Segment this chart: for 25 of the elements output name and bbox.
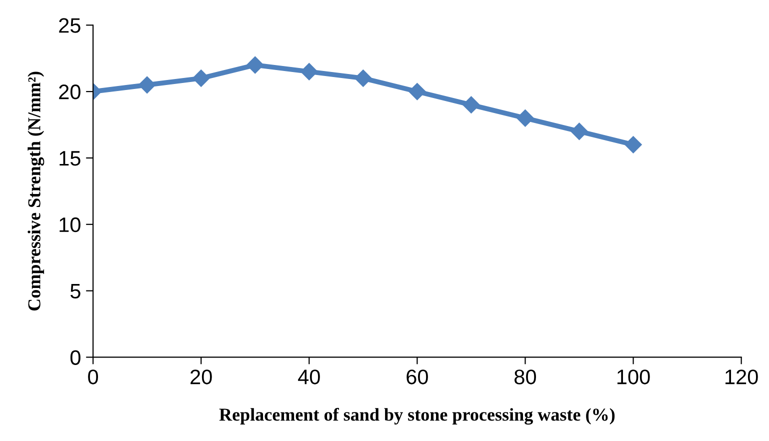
point — [516, 110, 534, 127]
x-axis-title: Replacement of sand by stone processing waste (%) — [219, 408, 615, 425]
x-tick-label: 100 — [617, 370, 650, 384]
x-tick-label: 80 — [514, 370, 536, 384]
point — [300, 63, 318, 80]
x-tick-label: 60 — [406, 370, 428, 384]
y-axis-title: Compressive Strength (N/mm²) — [28, 72, 44, 311]
y-tick-label: 10 — [60, 217, 80, 232]
x-tick-label: 20 — [190, 370, 212, 384]
y-tick-label: 15 — [60, 151, 80, 166]
point — [354, 70, 372, 87]
point — [138, 76, 156, 94]
y-tick-label: 25 — [59, 18, 80, 33]
point — [192, 70, 210, 87]
point — [246, 56, 264, 74]
x-tick-label: 40 — [298, 370, 320, 384]
point — [570, 122, 588, 140]
x-tick-label: 120 — [726, 370, 758, 384]
point — [624, 136, 642, 154]
point — [462, 96, 480, 114]
y-tick-label: 0 — [70, 350, 80, 365]
y-tick-label: 5 — [70, 284, 80, 299]
point — [408, 83, 426, 100]
x-tick-label: 0 — [88, 370, 98, 384]
y-tick-label: 20 — [59, 84, 80, 100]
